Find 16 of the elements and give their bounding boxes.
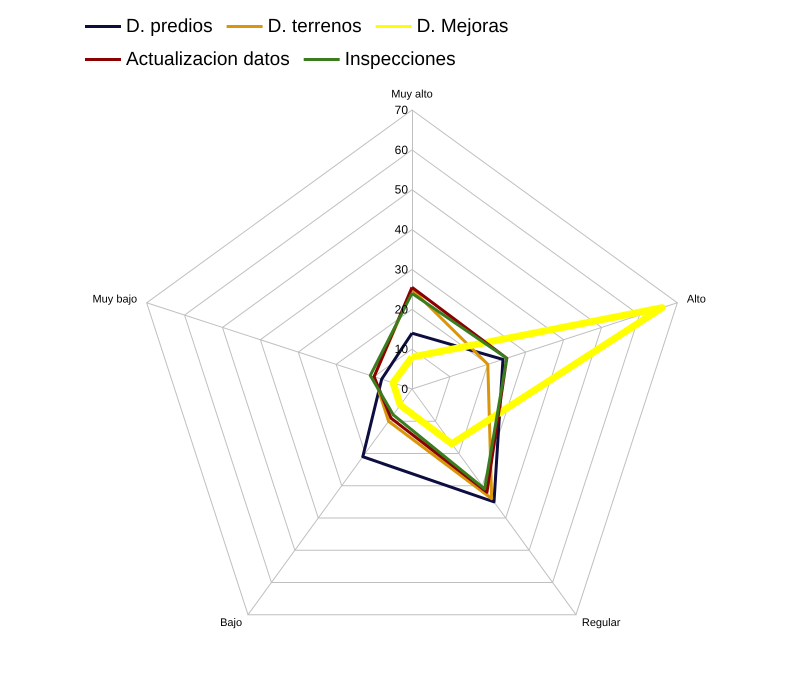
y-tick-label: 30 — [394, 262, 408, 276]
legend-label: Inspecciones — [344, 49, 456, 70]
y-tick-label: 40 — [394, 222, 408, 237]
y-tick-label: 50 — [394, 182, 408, 197]
y-tick-label: 0 — [401, 382, 408, 396]
spoke-label: Regular — [582, 616, 621, 629]
spoke-label: Muy alto — [391, 88, 433, 100]
spoke-label: Muy bajo — [92, 294, 138, 306]
spoke-label: Alto — [686, 294, 706, 306]
spoke-label: Bajo — [220, 616, 242, 629]
legend-label: D. Mejoras — [416, 16, 508, 37]
legend-label: Actualizacion datos — [126, 49, 290, 70]
legend-label: D. predios — [126, 16, 213, 37]
legend-label: D. terrenos — [268, 16, 362, 37]
y-tick-label: 70 — [394, 103, 408, 117]
y-tick-label: 60 — [394, 142, 408, 157]
